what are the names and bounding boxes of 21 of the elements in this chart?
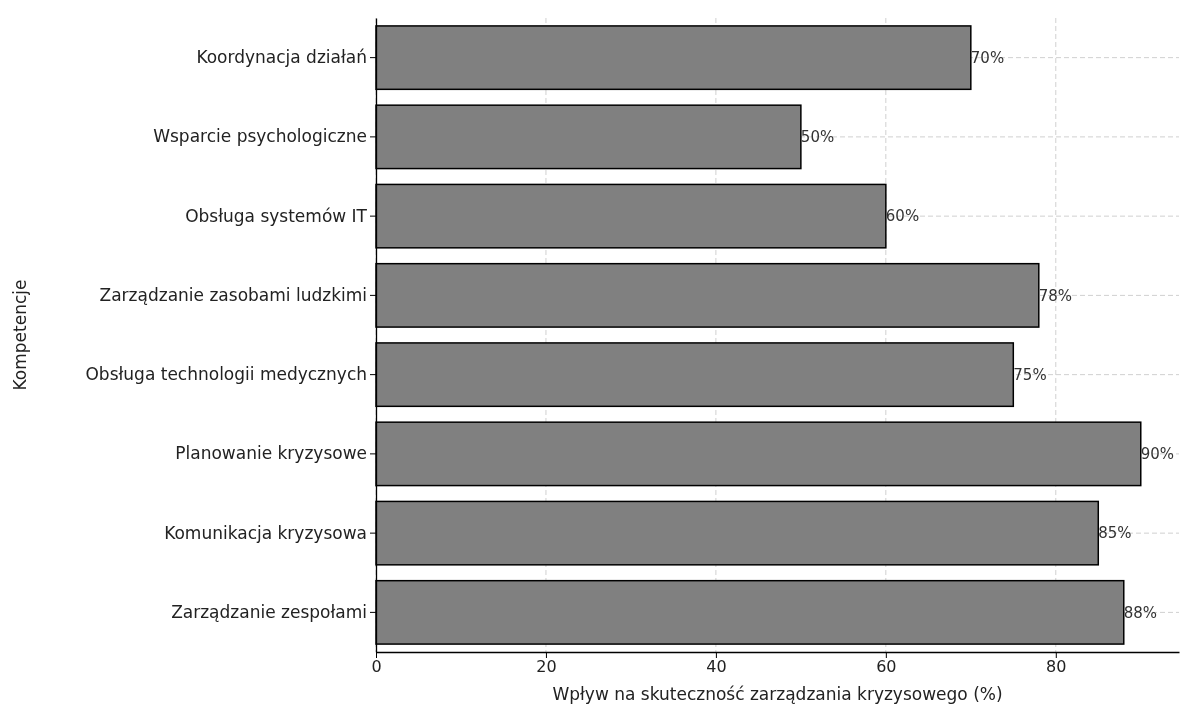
data-label: 50% [800,128,835,147]
data-label: 60% [885,207,920,226]
data-label: 75% [1013,365,1047,384]
data-label: 78% [1038,286,1073,305]
x-tick-label: 0 [371,657,382,677]
y-tick-label: Komunikacja kryzysowa [164,522,367,543]
y-tick-label: Obsługa systemów IT [185,205,368,226]
x-tick-label: 80 [1046,657,1067,677]
data-label: 70% [970,48,1005,67]
y-axis-title: Kompetencje [10,279,30,391]
y-tick-label: Wsparcie psychologiczne [153,126,367,147]
y-tick-label: Planowanie kryzysowe [175,443,367,464]
x-tick-label: 60 [876,657,897,677]
data-label: 85% [1098,524,1132,543]
y-tick-label: Koordynacja działań [196,47,367,68]
x-tick-label: 40 [706,657,727,677]
y-tick-label: Zarządzanie zasobami ludzkimi [99,284,367,305]
x-tick-label: 20 [536,657,557,677]
y-tick-label: Obsługa technologii medycznych [85,364,367,385]
x-axis-title: Wpływ na skuteczność zarządzania kryzysowego (%) [552,684,1003,704]
y-tick-label: Zarządzanie zespołami [171,601,367,622]
